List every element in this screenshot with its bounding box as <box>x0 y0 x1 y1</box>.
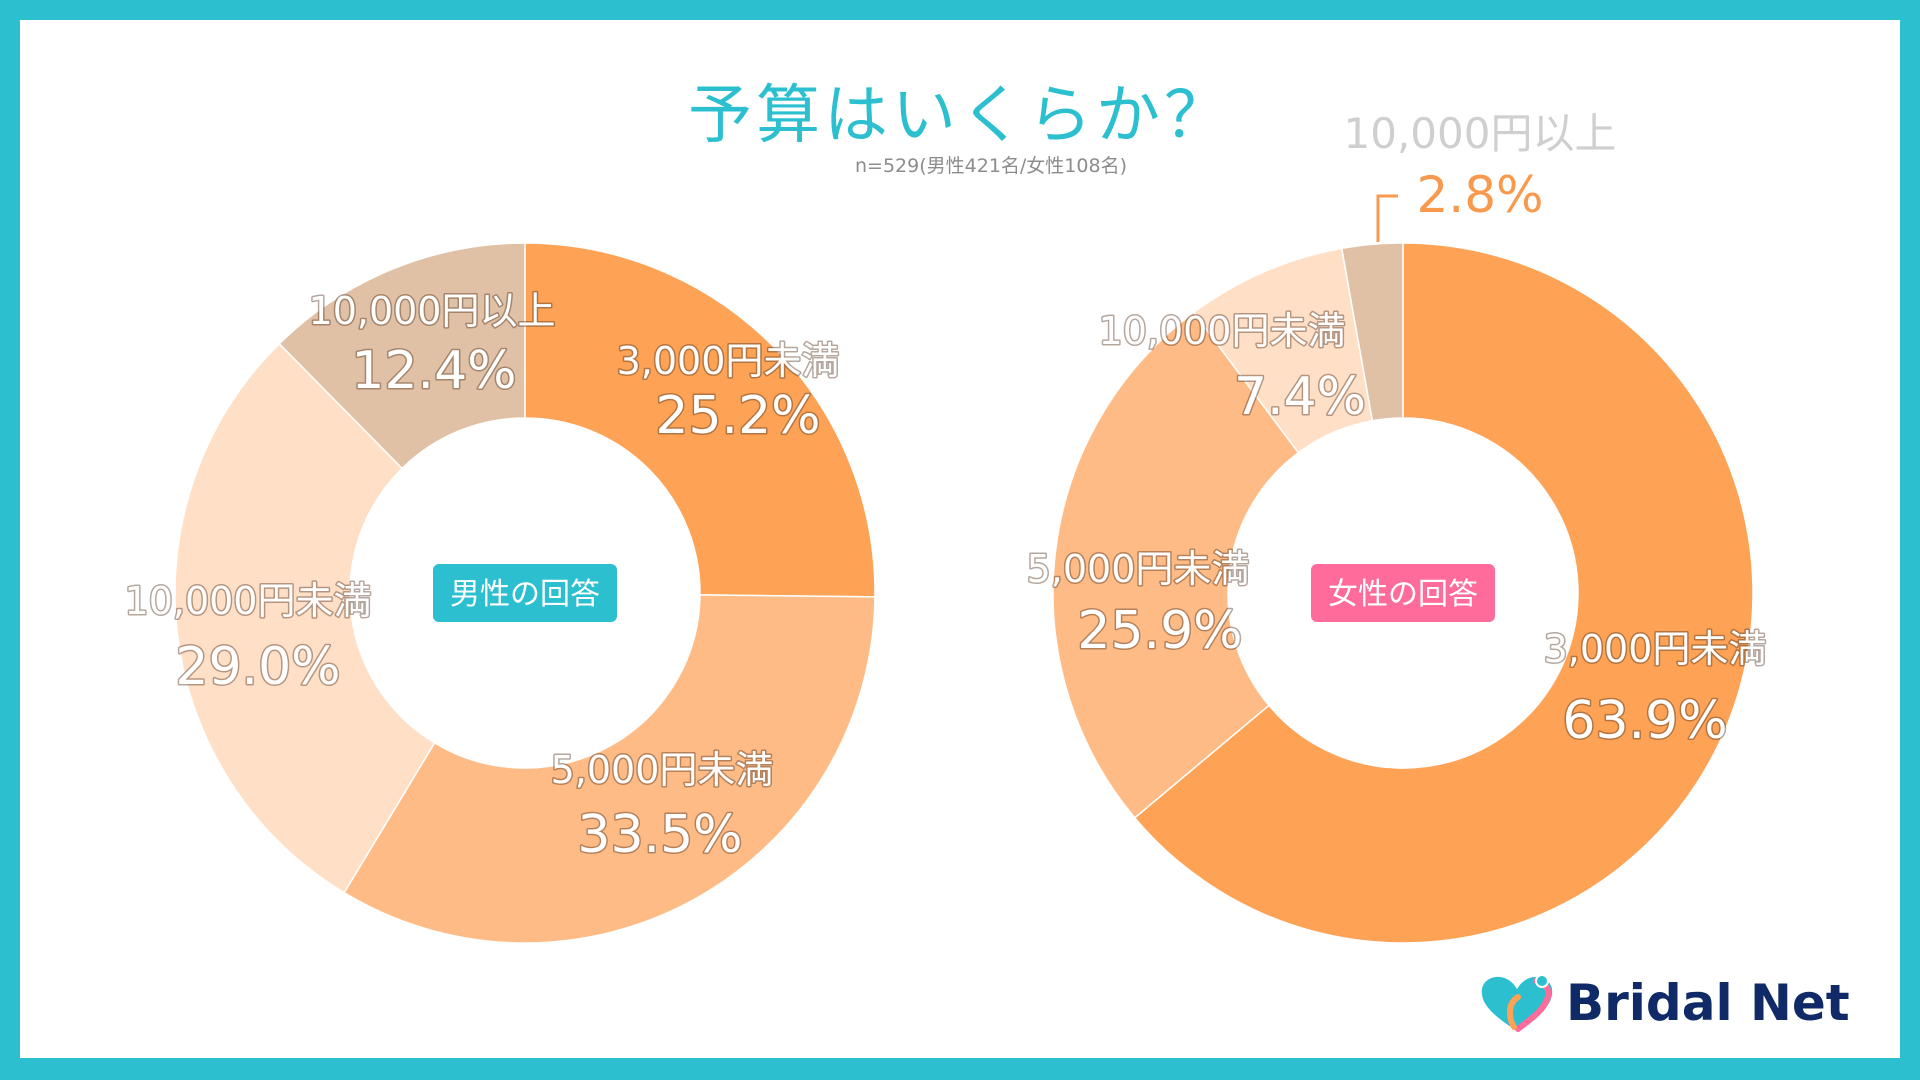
women-slice-4 <box>1340 242 1404 422</box>
men-slice-4 <box>278 242 526 470</box>
women-leader-line <box>1376 194 1398 242</box>
men-slice-1-label: 3,000円未満 <box>617 339 840 383</box>
women-slice-2 <box>1052 311 1300 819</box>
men-slice-4-value: 12.4% <box>351 341 516 401</box>
men-slice-3 <box>174 342 436 894</box>
men-center-label: 男性の回答 <box>450 577 600 612</box>
women-slice-3-label: 10,000円未満 <box>1099 309 1346 353</box>
heart-logo-icon <box>1481 974 1553 1032</box>
women-center-badge <box>1311 564 1495 622</box>
men-slice-4-label: 10,000円以上 <box>309 289 556 333</box>
men-slice-3-value: 29.0% <box>175 637 340 697</box>
page-title: 予算はいくらか？ <box>688 79 1232 153</box>
women-slice-2-label: 5,000円未満 <box>1027 547 1250 591</box>
men-slice-2 <box>343 594 876 944</box>
women-slice-4-label: 10,000円以上 <box>1344 109 1617 158</box>
women-slice-1-value: 63.9% <box>1562 691 1727 751</box>
men-center-badge <box>433 564 617 622</box>
brand-logo: Bridal Net <box>1478 968 1850 1038</box>
women-center-label: 女性の回答 <box>1328 577 1478 612</box>
women-slice-4-value: 2.8% <box>1416 166 1543 224</box>
men-slice-2-value: 33.5% <box>577 805 742 865</box>
men-slice-1 <box>524 242 876 598</box>
women-slice-1 <box>1133 242 1754 944</box>
sample-size-note: n=529(男性421名/女性108名) <box>855 155 1127 177</box>
men-slice-3-label: 10,000円未満 <box>125 579 372 623</box>
men-slice-2-label: 5,000円未満 <box>551 748 774 792</box>
women-slice-1-label: 3,000円未満 <box>1544 627 1767 671</box>
women-slice-2-value: 25.9% <box>1077 601 1242 661</box>
women-slice-3-value: 7.4% <box>1234 367 1366 427</box>
brand-name: Bridal Net <box>1566 974 1850 1032</box>
men-slice-1-value: 25.2% <box>655 386 820 446</box>
